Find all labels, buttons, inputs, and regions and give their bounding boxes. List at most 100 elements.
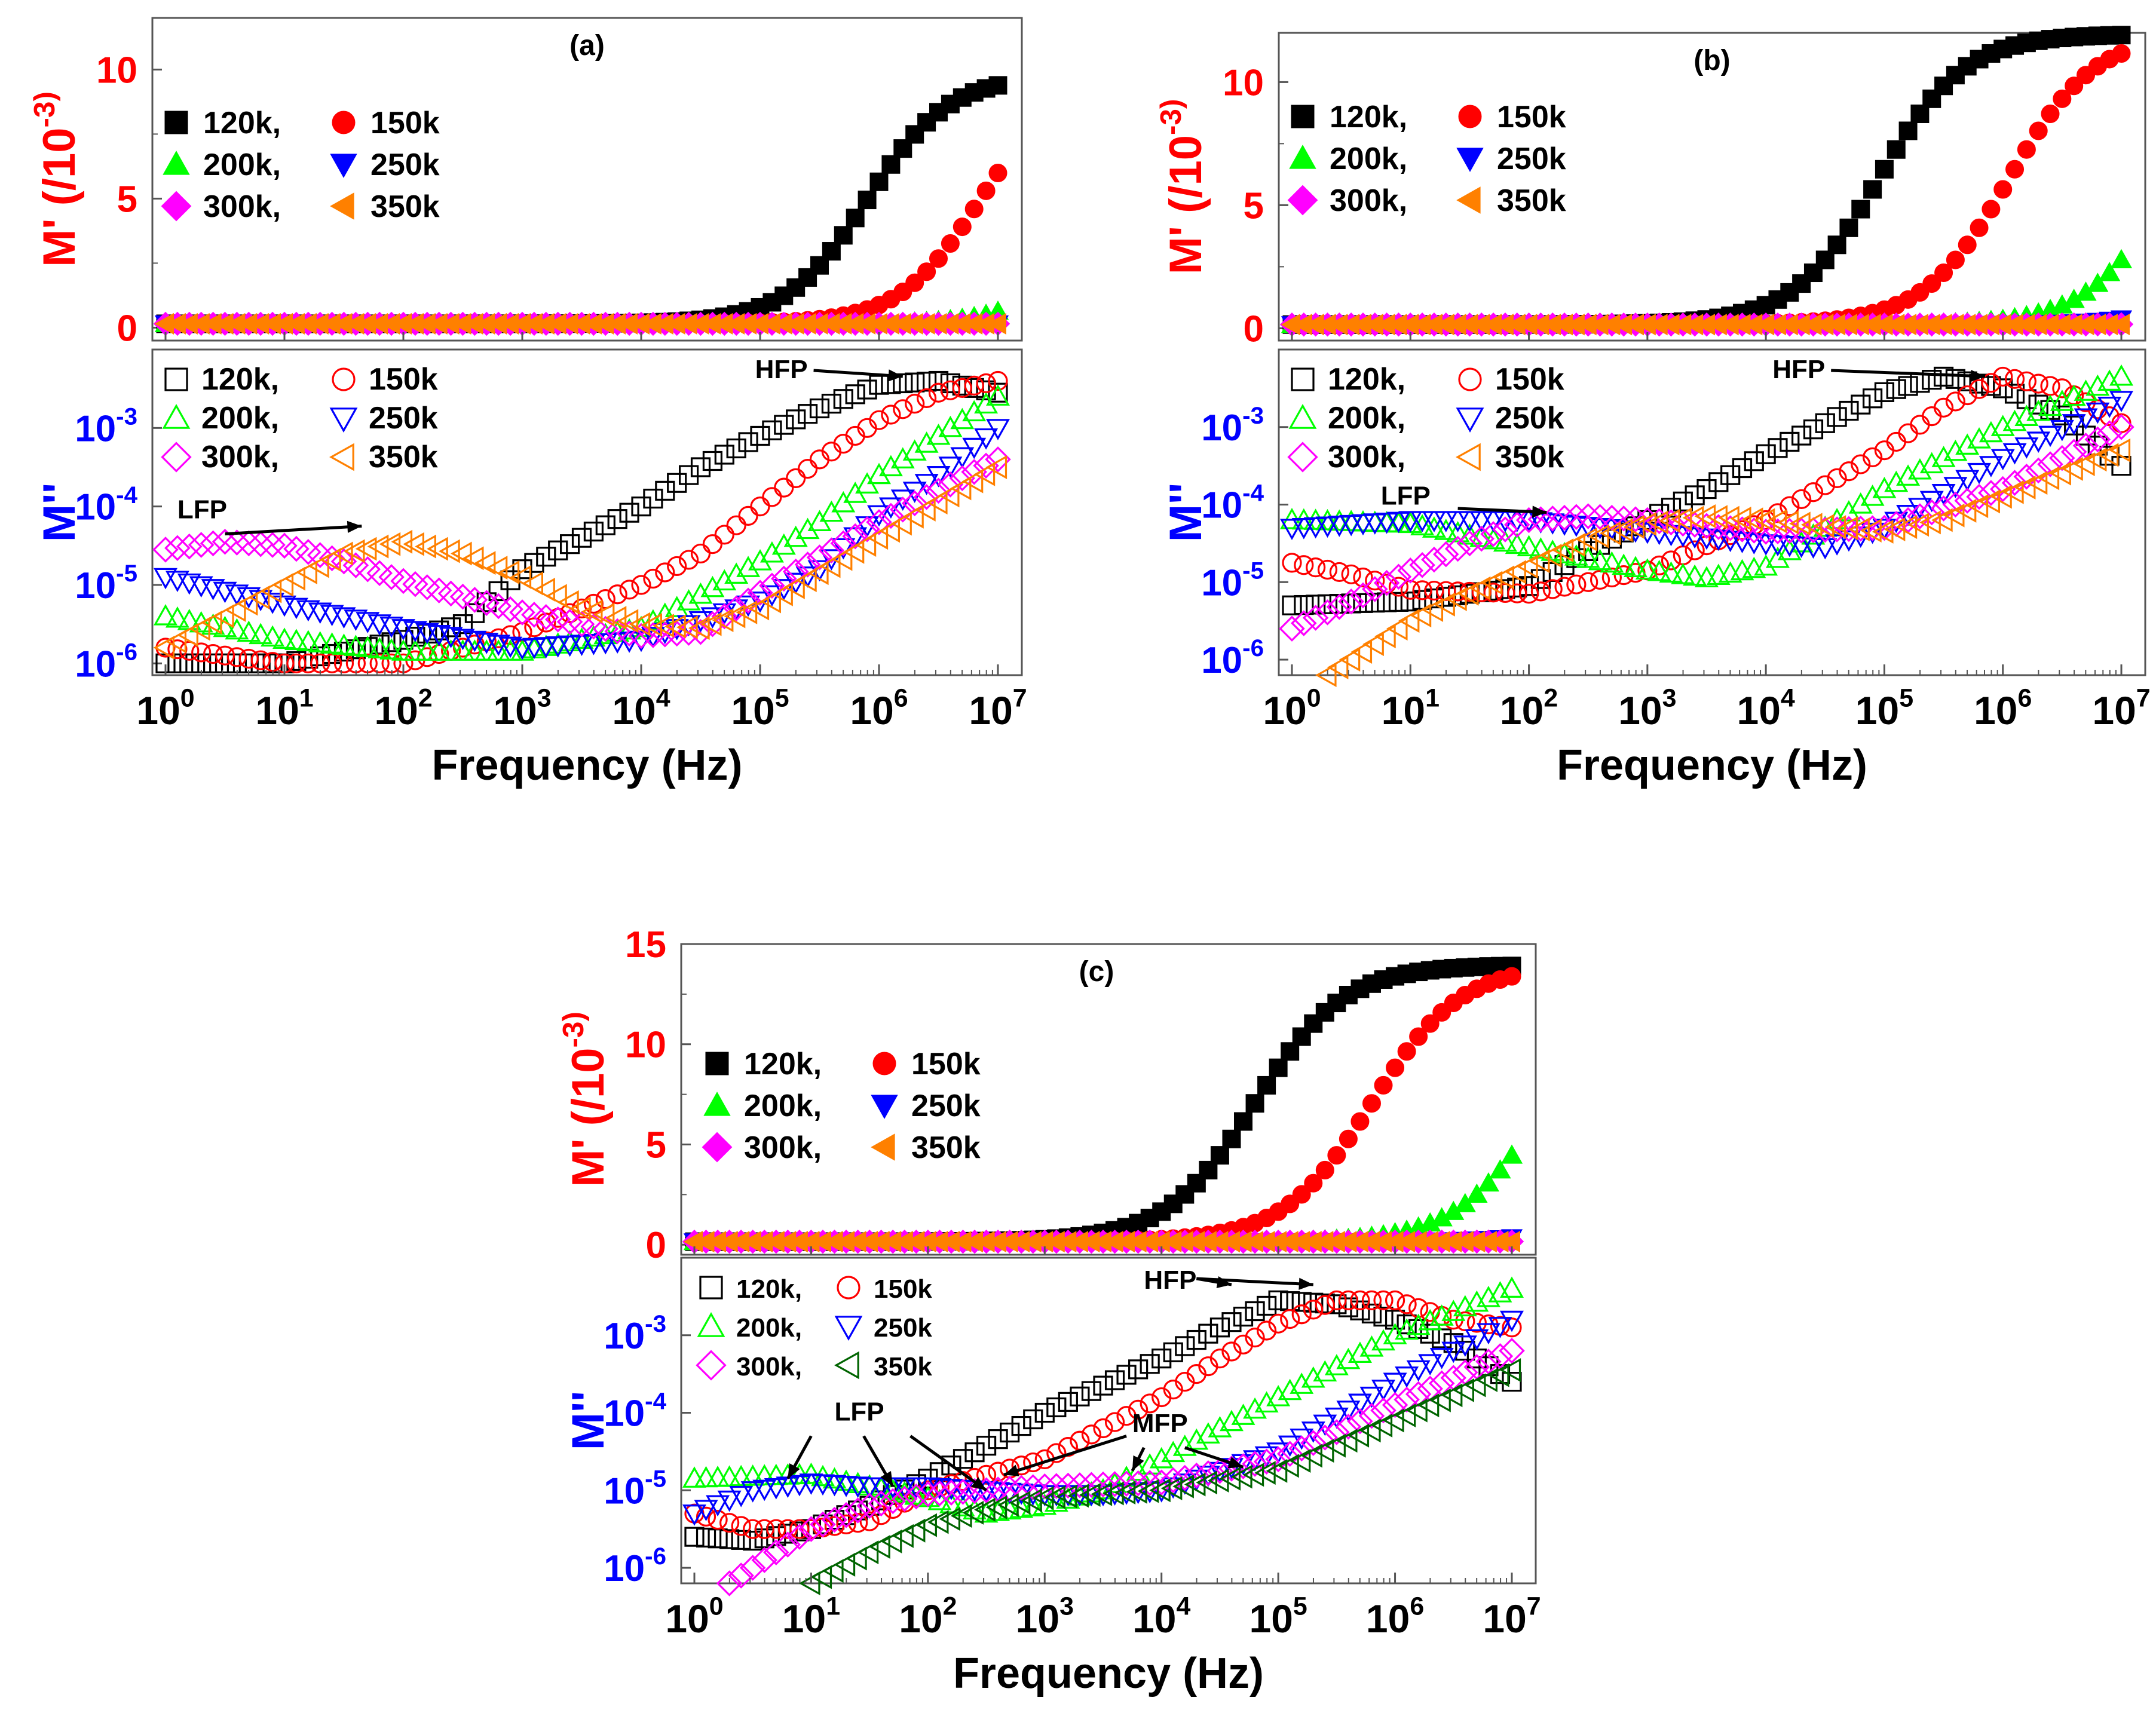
lower-point-300k (1622, 506, 1649, 532)
lower-point-200k (2050, 390, 2074, 411)
lower-point-350k (1457, 581, 1479, 606)
legend-marker-120k (705, 1052, 729, 1075)
legend-marker-150k (872, 1052, 896, 1075)
lower-point-300k (1160, 1467, 1187, 1494)
lower-point-300k (1288, 1435, 1315, 1461)
upper-point-120k (1875, 160, 1894, 179)
lower-point-200k (1383, 1323, 1407, 1344)
lower-point-120k (655, 480, 675, 501)
legend-label: 200k, (1330, 142, 1407, 176)
legend-marker-350k (329, 443, 354, 471)
upper-point-120k (786, 278, 806, 297)
lower-point-250k (1488, 1317, 1512, 1338)
lower-point-250k (914, 474, 939, 495)
lower-point-250k (740, 1481, 765, 1503)
lower-point-300k (1358, 1402, 1385, 1429)
lower-point-150k (1385, 1290, 1405, 1310)
lower-point-120k (1257, 1295, 1277, 1316)
lower-point-200k (1529, 537, 1553, 559)
lower-point-350k (914, 497, 936, 522)
lower-point-200k (795, 517, 820, 540)
lower-point-200k (682, 1466, 706, 1488)
lower-point-120k (1163, 1342, 1183, 1362)
legend-label: 350k (1495, 440, 1564, 474)
annotation-arrow (1831, 369, 1986, 378)
lower-point-120k (1732, 458, 1753, 479)
legend-marker-120k (1291, 367, 1315, 391)
lower-point-300k (1475, 1349, 1502, 1375)
lower-point-150k (1530, 581, 1551, 602)
upper-point-120k (834, 226, 853, 245)
lower-point-300k (751, 1547, 778, 1573)
xtick-label: 106 (1974, 684, 2032, 733)
upper-point-120k (1269, 1058, 1288, 1077)
panel-label: (b) (1693, 45, 1730, 76)
lower-point-300k (259, 532, 286, 558)
lower-point-120k (1898, 376, 1918, 396)
annotation-arrow-head (1970, 369, 1985, 382)
lower-point-200k (2062, 384, 2086, 406)
upper-point-150k (1958, 235, 1977, 255)
lower-point-300k (1137, 1470, 1163, 1496)
lower-point-350k (1254, 1461, 1276, 1485)
upper-point-120k (798, 268, 817, 287)
lower-point-150k (869, 410, 889, 430)
lower-point-350k (831, 547, 853, 571)
lower-point-200k (1931, 446, 1956, 467)
legend-marker-300k (161, 191, 192, 222)
lower-ylabel: M'' (563, 1391, 614, 1450)
annotation-arrow-head (788, 1463, 800, 1479)
lower-point-350k (1812, 514, 1835, 538)
lower-point-120k (1530, 569, 1551, 589)
lower-point-200k (1777, 538, 1802, 560)
lower-point-120k (167, 653, 188, 673)
lower-point-350k (985, 1495, 1007, 1519)
upper-point-200k (2099, 262, 2121, 281)
xtick-label: 103 (1016, 1592, 1074, 1641)
upper-point-150k (941, 234, 960, 253)
lower-point-200k (1505, 532, 1529, 554)
lower-point-300k (2037, 451, 2063, 477)
lower-point-300k (1539, 505, 1566, 532)
lower-point-300k (1055, 1472, 1082, 1499)
upper-point-120k (1222, 1129, 1241, 1148)
lower-point-150k (2028, 373, 2048, 394)
upper-point-150k (1502, 967, 1521, 986)
lower-point-150k (1306, 557, 1326, 578)
lower-point-150k (1221, 1341, 1242, 1362)
lower-point-250k (1422, 511, 1446, 532)
xtick-label: 101 (1382, 684, 1440, 733)
lower-point-150k (726, 515, 746, 535)
upper-point-150k (1409, 1027, 1428, 1046)
lower-point-120k (393, 630, 414, 650)
annotation-arrow-head (1216, 1276, 1232, 1288)
lower-point-200k (1453, 1295, 1477, 1317)
lower-point-150k (988, 1461, 1008, 1482)
lower-point-150k (1291, 1304, 1312, 1325)
upper-plot-frame (680, 943, 1537, 1256)
lower-point-350k (1453, 1378, 1474, 1402)
lower-point-300k (1492, 516, 1518, 543)
upper-point-150k (917, 262, 936, 281)
lower-point-200k (1278, 1378, 1302, 1401)
annotation-arrow (909, 1435, 988, 1492)
lower-point-250k (2038, 425, 2063, 448)
lower-point-120k (1245, 1301, 1265, 1322)
lower-point-150k (2040, 376, 2060, 396)
lower-point-200k (296, 630, 320, 651)
lower-point-120k (821, 394, 842, 414)
lower-point-250k (581, 634, 606, 655)
lower-point-200k (771, 533, 796, 555)
lower-point-150k (1542, 579, 1563, 599)
lower-point-200k (403, 639, 427, 661)
lower-point-350k (1091, 1482, 1113, 1506)
upper-point-200k (2087, 272, 2109, 292)
lower-point-350k (1417, 1393, 1440, 1418)
lower-point-350k (795, 568, 817, 593)
xtick-label: 106 (1366, 1592, 1424, 1641)
lower-point-150k (1502, 1317, 1522, 1338)
lower-point-300k (723, 595, 749, 622)
lower-point-120k (345, 639, 366, 660)
lower-point-200k (706, 1466, 730, 1487)
